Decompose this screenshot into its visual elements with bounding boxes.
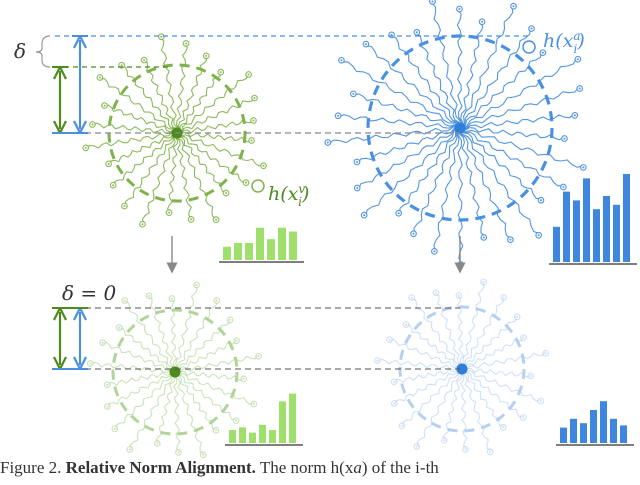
histogram-bar [245,242,253,260]
audio-embedding-sun-aligned [373,278,549,456]
histogram-bar [560,427,567,443]
green-norm-arrow [53,66,67,134]
delta-zero-label: δ = 0 [62,281,117,305]
histogram-bar [620,425,627,443]
histogram-bar [593,209,600,262]
histogram-bar [570,418,577,443]
histogram-bar [269,430,276,443]
histogram-bar [603,196,610,262]
histogram-bar [239,427,246,443]
histogram-bar [623,174,630,262]
histogram-bar [573,200,580,262]
histogram-bar [289,393,296,443]
histogram-bar [256,227,264,260]
aligned-green-arrow [53,307,67,370]
histogram-bar [234,242,242,260]
aligned-blue-arrow [73,307,87,370]
histogram-bar [229,430,236,443]
histogram-bar [249,432,256,443]
audio-embedding-sun [324,0,587,268]
histogram-bar [553,226,560,262]
histogram-bar [600,401,607,443]
delta-label: δ [14,39,26,63]
histogram-bar [613,204,620,262]
blue-norm-arrow [73,35,87,134]
histogram-bar [590,410,597,443]
histogram-bar [563,191,570,262]
visual-embedding-sun-aligned [86,281,262,459]
histogram-bar [267,239,275,260]
visual-histogram-aligned [225,393,303,446]
histogram-bar [259,424,266,443]
histogram-bar [278,227,286,260]
histogram-bar [583,178,590,262]
audio-histogram-aligned [556,401,634,446]
audio-histogram [549,174,637,265]
histogram-bar [580,423,587,443]
delta-brace [35,35,51,68]
histogram-bar [279,401,286,443]
visual-histogram [219,227,304,263]
histogram-bar [289,231,297,260]
audio-norm-label: h(xa i) [543,29,585,56]
visual-embedding-sun [82,33,267,228]
visual-norm-label: h(xv i) [268,182,309,209]
histogram-bar [610,418,617,443]
figure-caption: Figure 2. Relative Norm Alignment. The n… [0,458,439,477]
histogram-bar [223,246,231,260]
